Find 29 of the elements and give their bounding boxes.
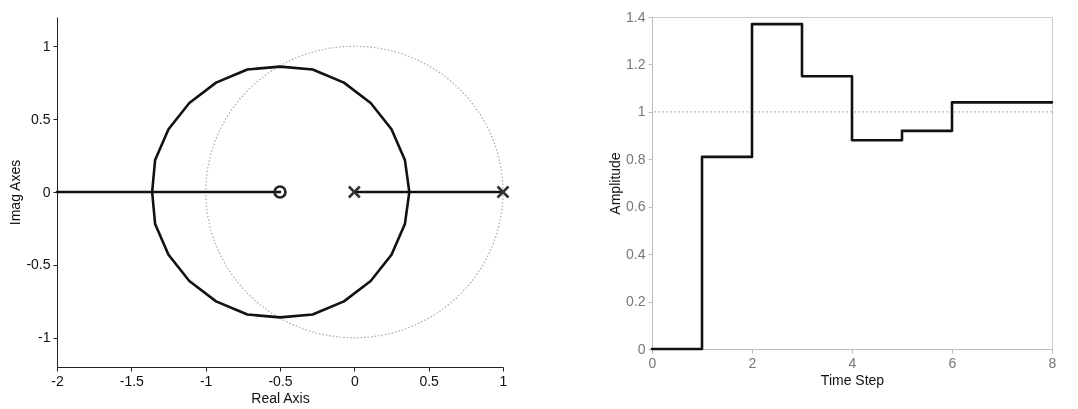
x-axis-title: Real Axis (251, 389, 310, 406)
x-tick-label: 4 (848, 354, 857, 371)
y-tick-label: 1 (637, 103, 646, 120)
y-tick-label: -0.5 (26, 256, 51, 273)
x-tick-label: 1 (499, 372, 508, 389)
x-tick-label: 2 (748, 354, 757, 371)
y-tick-label: 0.6 (626, 198, 646, 215)
x-tick-label: -1 (199, 372, 213, 389)
x-tick-label: 0 (648, 354, 657, 371)
y-tick-label: 0 (637, 340, 646, 357)
y-tick-label: 1.2 (626, 55, 646, 72)
y-axis-title: Amplitude (607, 152, 624, 215)
y-tick-label: 1 (42, 37, 51, 54)
x-tick-label: -1.5 (119, 372, 145, 389)
x-tick-label: -0.5 (268, 372, 293, 389)
y-axis-title: Imag Axes (7, 159, 24, 226)
y-tick-label: -1 (38, 329, 51, 346)
x-tick-label: 6 (948, 354, 957, 371)
x-tick-label: 0 (350, 372, 359, 389)
y-tick-label: 0.2 (626, 293, 646, 310)
y-tick-label: 0.4 (626, 245, 646, 262)
y-tick-label: 1.4 (626, 8, 646, 25)
x-axis-title: Time Step (820, 371, 885, 388)
x-tick-label: 0.5 (419, 372, 440, 389)
y-tick-label: 0.8 (626, 150, 646, 167)
x-tick-label: -2 (51, 372, 64, 389)
x-tick-label: 8 (1048, 354, 1057, 371)
y-tick-label: 0.5 (31, 110, 51, 127)
y-tick-label: 0 (42, 183, 51, 200)
